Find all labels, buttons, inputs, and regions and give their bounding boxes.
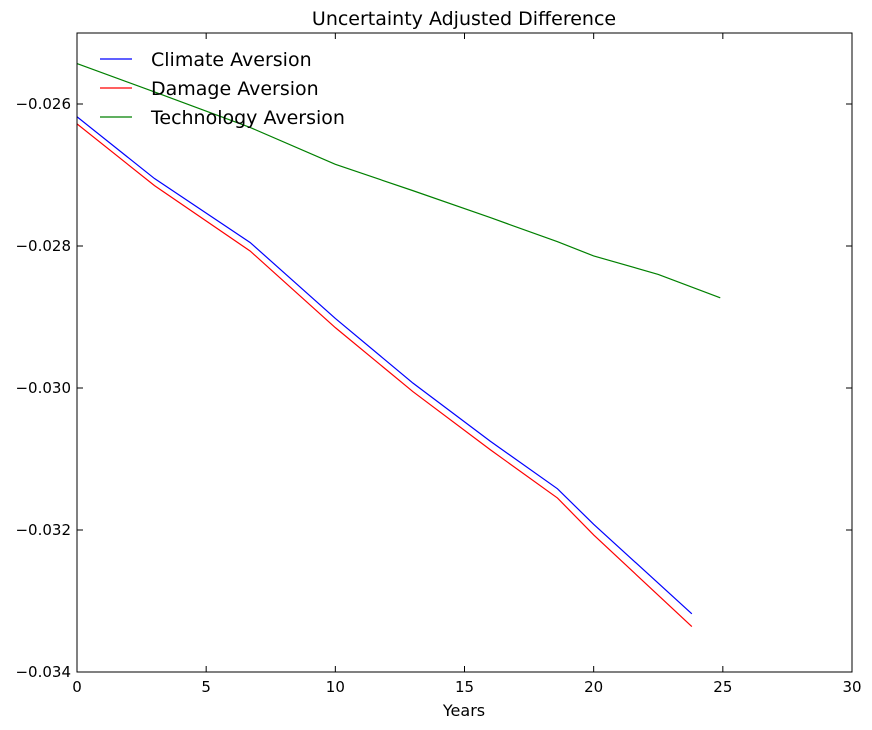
series-line-technology-aversion	[76, 62, 721, 299]
legend-label-technology-aversion: Technology Aversion	[150, 107, 345, 129]
legend-label-climate-aversion: Climate Aversion	[151, 49, 312, 71]
legend: Climate Aversion Damage Aversion Technolog…	[100, 49, 345, 129]
y-tick-label: −0.028	[15, 237, 71, 255]
legend-label-damage-aversion: Damage Aversion	[151, 78, 319, 100]
y-tick-label: −0.034	[15, 663, 71, 681]
y-tick-label: −0.032	[15, 521, 71, 539]
x-axis-title: Years	[442, 701, 485, 720]
series-line-climate-aversion	[76, 116, 693, 615]
x-tick-label: 5	[201, 678, 211, 696]
x-tick-label: 25	[713, 678, 732, 696]
x-tick-label: 10	[326, 678, 345, 696]
chart-title: Uncertainty Adjusted Difference	[312, 8, 616, 30]
y-tick-label: −0.026	[15, 95, 71, 113]
y-tick-label: −0.030	[15, 379, 71, 397]
x-tick-label: 20	[584, 678, 603, 696]
x-tick-label: 30	[842, 678, 861, 696]
series-line-damage-aversion	[76, 123, 693, 627]
x-tick-label: 0	[72, 678, 82, 696]
x-tick-label: 15	[455, 678, 474, 696]
